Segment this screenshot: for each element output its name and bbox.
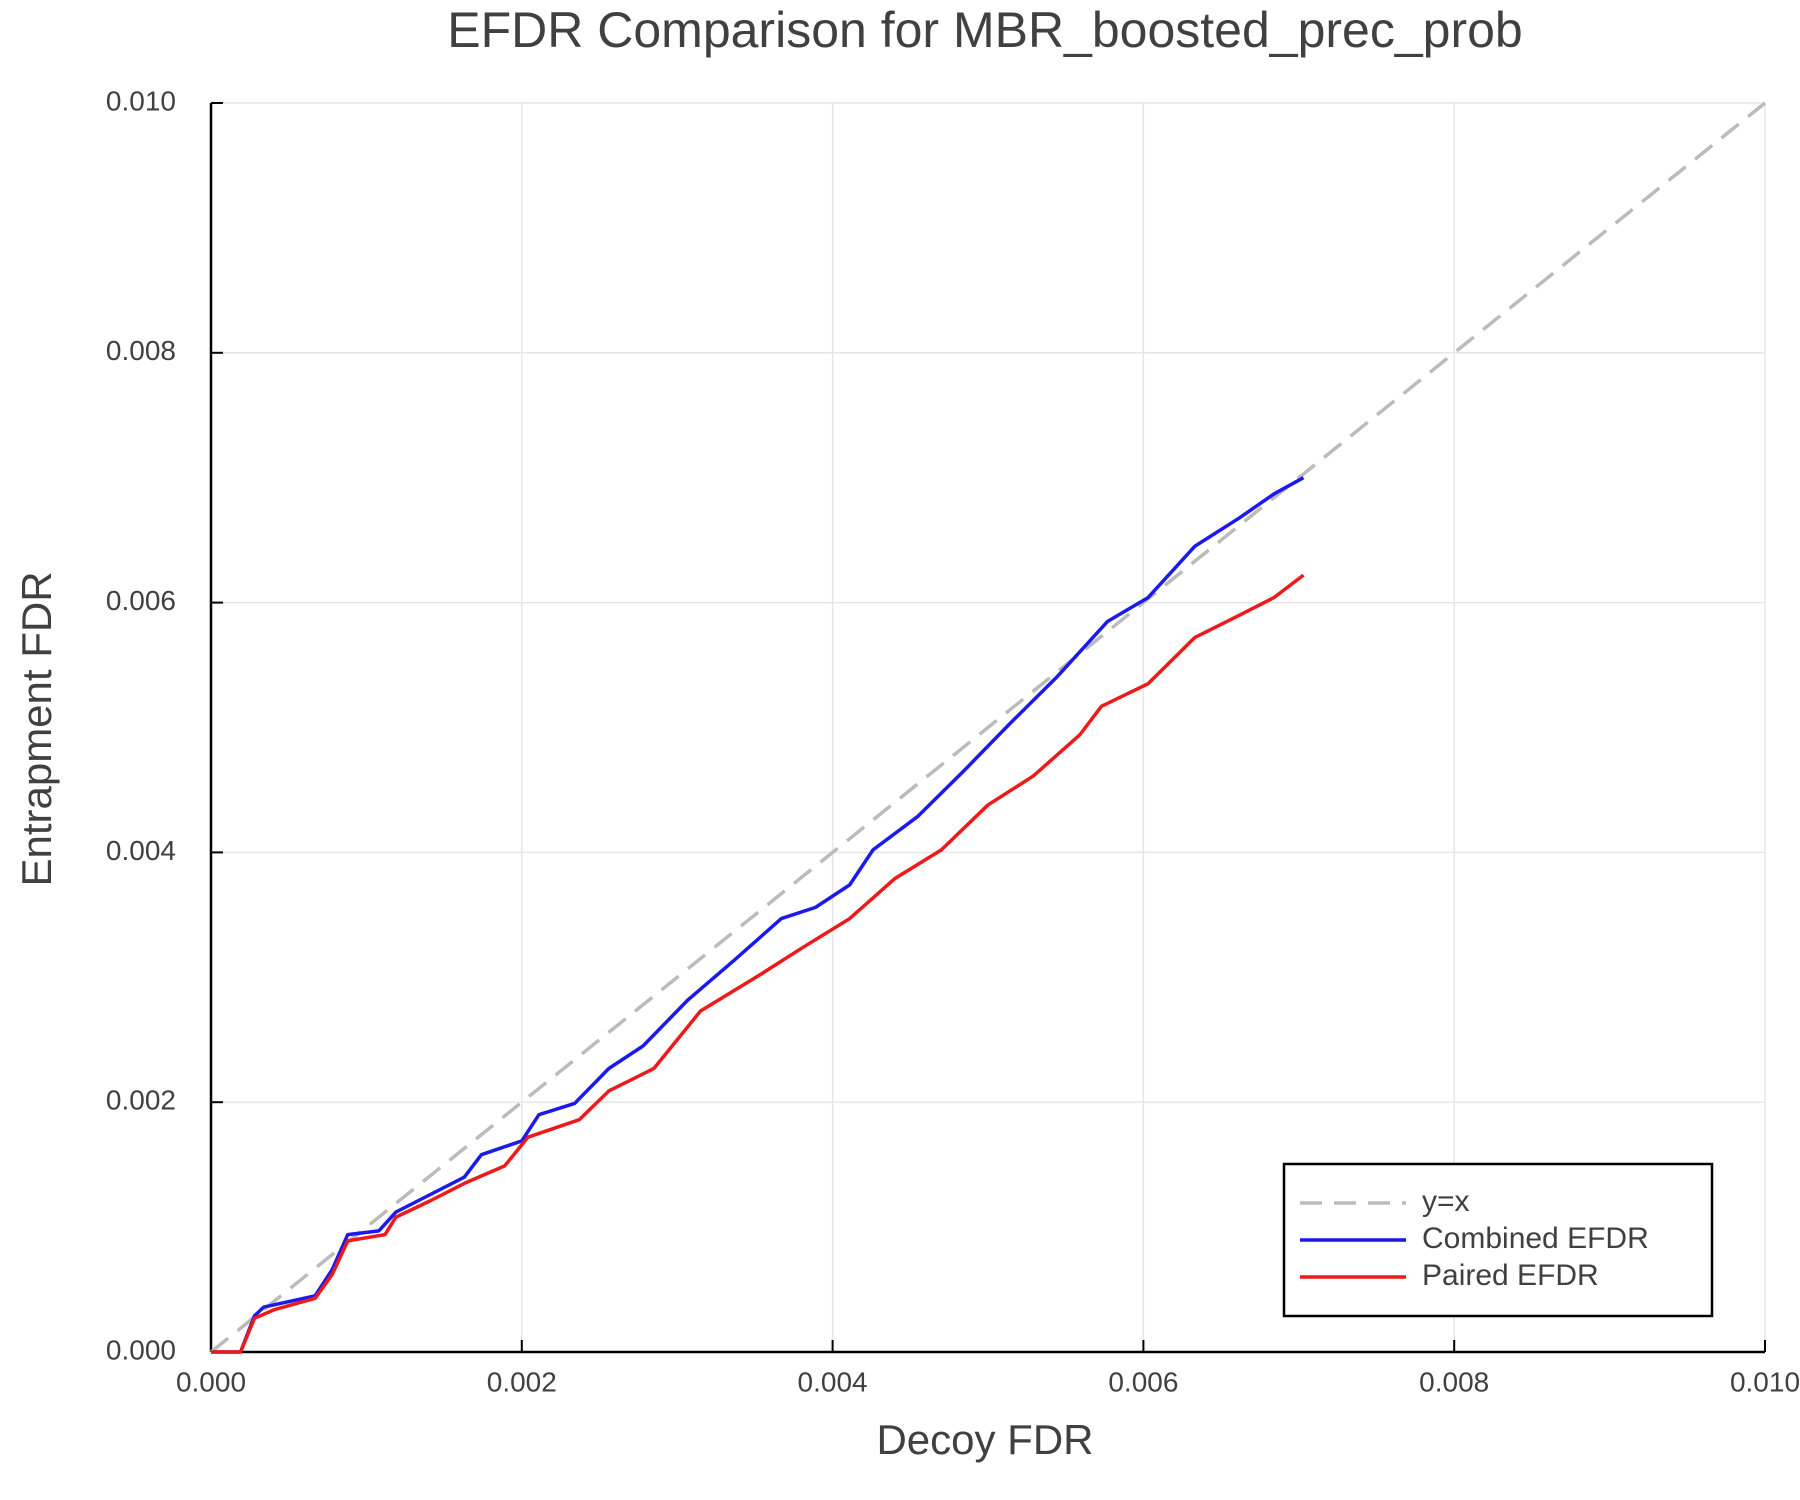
x-tick-label: 0.006 <box>1108 1366 1178 1397</box>
y-tick-label: 0.010 <box>106 85 176 116</box>
chart-title: EFDR Comparison for MBR_boosted_prec_pro… <box>447 2 1523 58</box>
x-tick-label: 0.000 <box>176 1366 246 1397</box>
x-tick-label: 0.008 <box>1419 1366 1489 1397</box>
legend-label: Combined EFDR <box>1422 1222 1649 1255</box>
series-line <box>211 573 1305 1354</box>
legend-label: Paired EFDR <box>1422 1259 1599 1292</box>
y-tick-label: 0.004 <box>106 835 176 866</box>
x-tick-label: 0.002 <box>487 1366 557 1397</box>
y-axis-label: Entrapment FDR <box>13 571 60 886</box>
legend-label: y=x <box>1422 1185 1470 1218</box>
series-line <box>209 101 1767 1354</box>
x-tick-label: 0.004 <box>798 1366 868 1397</box>
y-tick-label: 0.006 <box>106 585 176 616</box>
y-tick-label: 0.008 <box>106 335 176 366</box>
series-line <box>211 476 1305 1354</box>
y-tick-label: 0.000 <box>106 1334 176 1365</box>
legend-box <box>1282 1162 1714 1318</box>
x-axis-label: Decoy FDR <box>876 1416 1093 1463</box>
x-tick-label: 0.010 <box>1730 1366 1800 1397</box>
y-tick-label: 0.002 <box>106 1085 176 1116</box>
